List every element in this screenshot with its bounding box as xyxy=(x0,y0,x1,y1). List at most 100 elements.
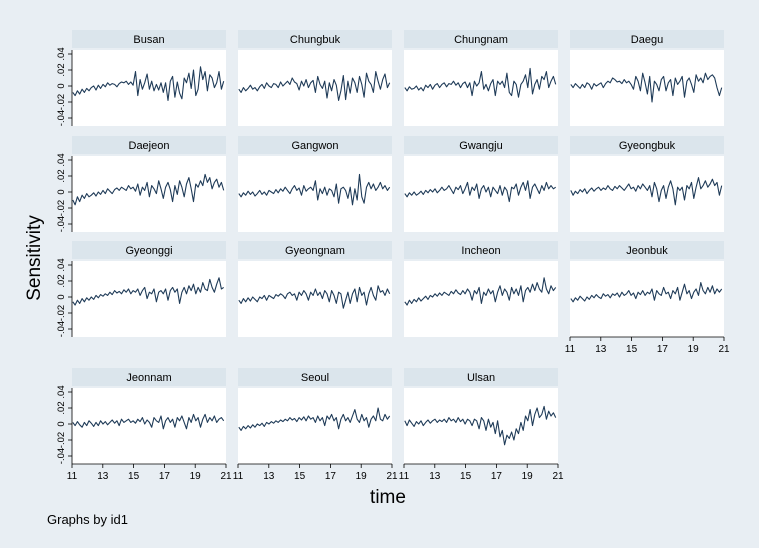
panel-chungnam: Chungnam xyxy=(404,30,558,126)
graphs-by-note: Graphs by id1 xyxy=(47,512,128,527)
x-tick-label: 21 xyxy=(718,344,730,355)
y-tick-label: -.02 xyxy=(56,94,67,110)
x-tick-label: 17 xyxy=(159,471,171,482)
y-tick-label: 0 xyxy=(56,294,67,299)
series-line xyxy=(238,285,391,309)
panel-gyeongbuk: Gyeongbuk xyxy=(570,136,724,232)
panel-plot-area xyxy=(72,388,226,464)
y-tick-label: .02 xyxy=(56,274,67,287)
y-tick-label: -.04 xyxy=(56,321,67,337)
y-tick-label: -.02 xyxy=(56,200,67,216)
panel-strip xyxy=(404,368,558,386)
panel-title: Jeonnam xyxy=(126,372,171,384)
x-tick-label: 21 xyxy=(386,471,398,482)
series-line xyxy=(404,405,557,446)
panel-title: Chungbuk xyxy=(290,34,341,46)
panel-gyeongnam: Gyeongnam xyxy=(238,241,392,337)
series-line xyxy=(238,407,391,431)
panel-strip xyxy=(404,241,558,259)
panel-plot-area xyxy=(72,261,226,337)
y-tick-label: 0 xyxy=(56,421,67,426)
y-tick-label: .04 xyxy=(56,258,67,271)
panel-busan: Busan -.04-.02 0 .02 .04 xyxy=(56,30,226,126)
y-tick-label: .02 xyxy=(56,169,67,182)
panel-gangwon: Gangwon xyxy=(238,136,392,232)
series-line xyxy=(570,72,723,103)
panel-strip xyxy=(404,30,558,48)
y-tick-label: -.02 xyxy=(56,432,67,448)
x-tick-label: 11 xyxy=(67,471,78,482)
panel-plot-area xyxy=(238,156,392,232)
panel-title: Busan xyxy=(133,34,164,46)
series-line xyxy=(570,282,723,303)
panel-title: Gyeongnam xyxy=(285,245,345,257)
x-tick-label: 13 xyxy=(595,344,607,355)
x-tick-label: 19 xyxy=(688,344,700,355)
x-tick-label: 21 xyxy=(552,471,564,482)
panel-title: Gyeonggi xyxy=(125,245,172,257)
panel-daejeon: Daejeon -.04-.02 0 .02 .04 xyxy=(56,136,226,232)
x-tick-label: 19 xyxy=(190,471,202,482)
panel-jeonbuk: Jeonbuk 11 13 15 17 19 21 xyxy=(565,241,730,355)
x-tick-label: 17 xyxy=(491,471,503,482)
panel-title: Gyeongbuk xyxy=(619,140,676,152)
series-line xyxy=(72,413,225,430)
series-line xyxy=(570,177,723,206)
series-line xyxy=(72,277,225,306)
x-tick-label: 15 xyxy=(128,471,140,482)
panel-gwangju: Gwangju xyxy=(404,136,558,232)
panel-strip xyxy=(570,136,724,154)
x-tick-label: 11 xyxy=(399,471,410,482)
panel-strip xyxy=(570,30,724,48)
panel-incheon: Incheon xyxy=(404,241,558,337)
y-tick-label: .04 xyxy=(56,47,67,60)
panel-strip xyxy=(238,368,392,386)
panel-strip xyxy=(238,30,392,48)
x-tick-label: 17 xyxy=(657,344,669,355)
panel-title: Daegu xyxy=(631,34,663,46)
x-tick-label: 11 xyxy=(565,344,576,355)
panel-gyeonggi: Gyeonggi -.04-.02 0 .02 .04 xyxy=(56,241,226,337)
panel-strip xyxy=(238,136,392,154)
series-line xyxy=(72,173,225,206)
panel-title: Gwangju xyxy=(459,140,502,152)
y-tick-label: -.02 xyxy=(56,305,67,321)
panel-strip xyxy=(72,241,226,259)
y-tick-label: .04 xyxy=(56,153,67,166)
series-line xyxy=(238,173,391,206)
y-tick-label: -.04 xyxy=(56,216,67,232)
series-line xyxy=(404,67,557,98)
y-axis-title: Sensitivity xyxy=(24,215,45,301)
panel-title: Chungnam xyxy=(454,34,508,46)
panel-strip xyxy=(72,136,226,154)
x-tick-label: 11 xyxy=(233,471,244,482)
panel-strip xyxy=(238,241,392,259)
panel-plot-area xyxy=(570,156,724,232)
panel-jeonnam: Jeonnam -.04-.02 0 .02 .04 11 13 15 17 19 21 xyxy=(56,368,232,482)
x-tick-label: 19 xyxy=(356,471,368,482)
panel-plot-area xyxy=(404,388,558,464)
series-line xyxy=(404,180,557,203)
panel-title: Ulsan xyxy=(467,372,495,384)
panel-strip xyxy=(72,368,226,386)
panel-title: Jeonbuk xyxy=(626,245,668,257)
x-tick-label: 13 xyxy=(429,471,441,482)
panel-title: Daejeon xyxy=(129,140,170,152)
x-tick-label: 21 xyxy=(220,471,232,482)
panel-strip xyxy=(72,30,226,48)
panel-ulsan: Ulsan 11 13 15 17 19 21 xyxy=(399,368,564,482)
panel-plot-area xyxy=(238,261,392,337)
panel-plot-area xyxy=(570,50,724,126)
y-tick-label: -.04 xyxy=(56,110,67,126)
x-axis-title: time xyxy=(370,487,406,508)
x-tick-label: 15 xyxy=(626,344,638,355)
panel-title: Gangwon xyxy=(291,140,338,152)
series-line xyxy=(404,277,557,306)
panel-plot-area xyxy=(404,50,558,126)
y-tick-label: .02 xyxy=(56,401,67,414)
series-line xyxy=(72,66,225,101)
x-tick-label: 13 xyxy=(97,471,109,482)
panel-seoul: Seoul 11 13 15 17 19 21 xyxy=(233,368,398,482)
